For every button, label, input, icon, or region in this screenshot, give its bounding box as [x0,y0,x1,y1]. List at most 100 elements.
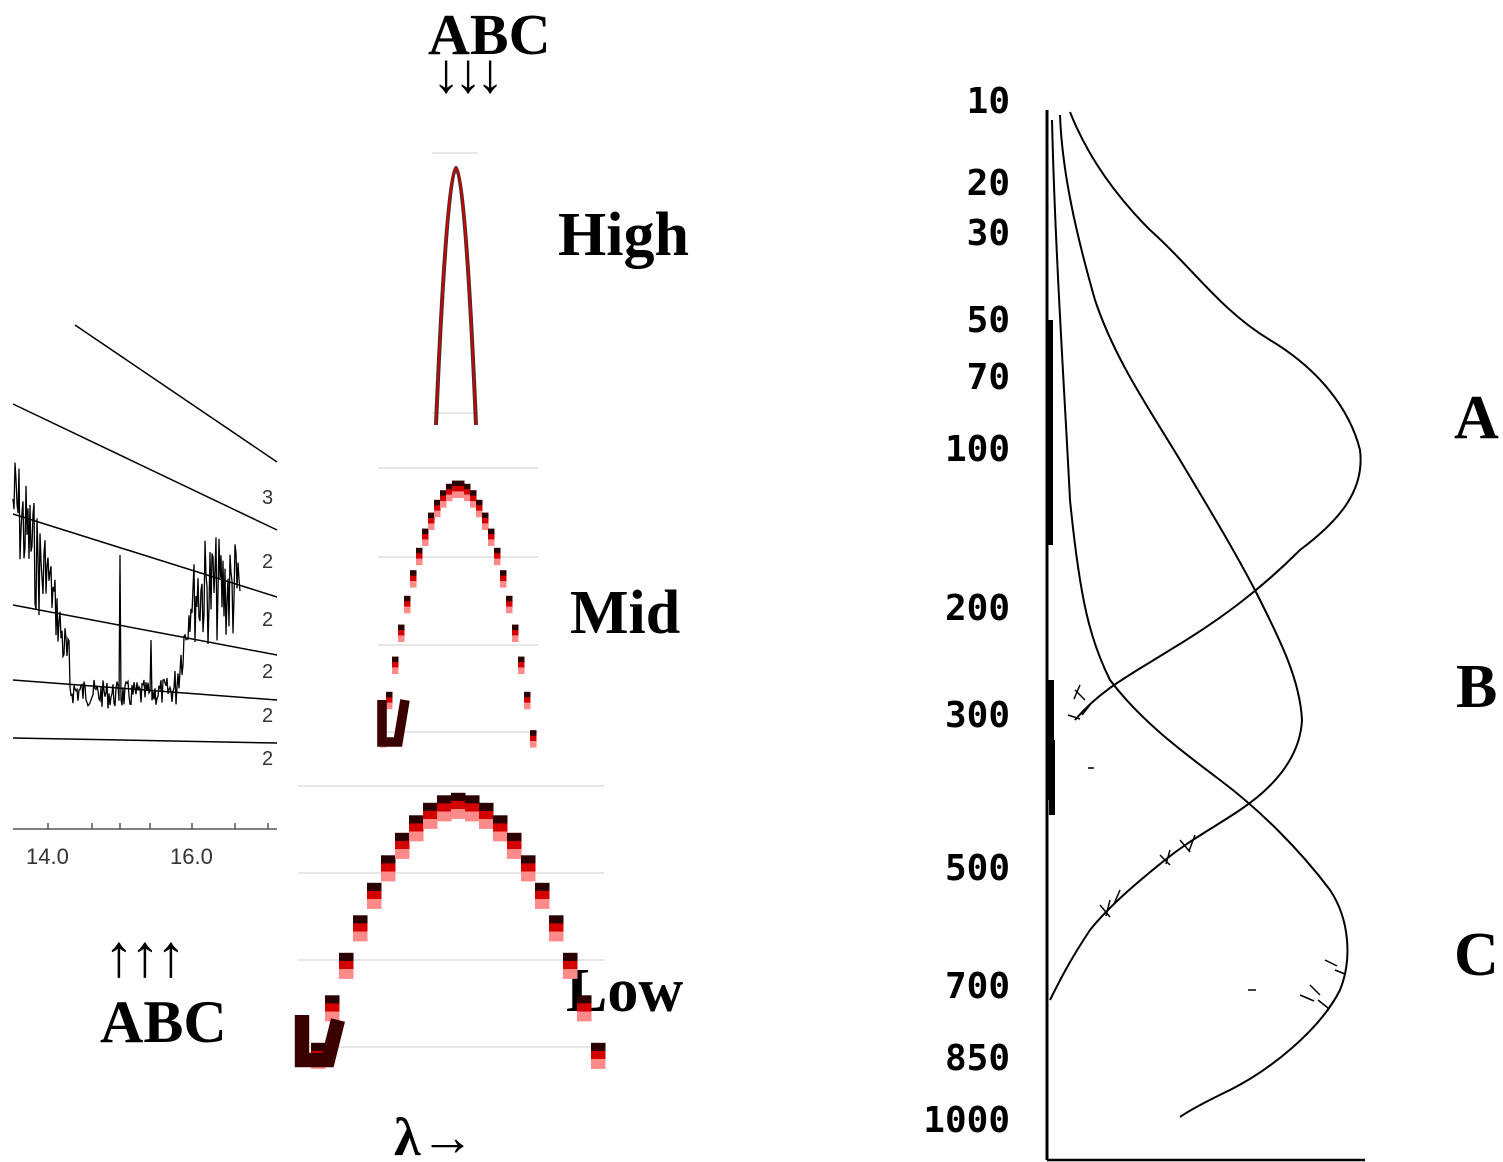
peak-block [381,855,396,866]
peak-block [440,490,447,497]
peak-block [410,570,417,577]
peak-block [521,871,536,882]
peak-block [530,735,537,743]
curve-label-b: B [1456,653,1498,721]
peak-block [381,871,396,882]
spectrum-right-tick: 3 [262,487,274,509]
peak-block [353,915,368,926]
spectrum-guide-line [12,737,278,744]
peak-block [392,667,399,674]
peak-block [353,931,368,942]
peak-high-curve [435,166,477,426]
peak-block [577,995,592,1006]
peak-block [325,1011,340,1022]
peak-block [535,882,550,893]
peak-block [506,606,513,614]
peak-block [325,1003,340,1014]
spectrum-guide-line [12,604,278,656]
peak-block [339,969,354,979]
peak-block [479,802,494,813]
peak-block [482,518,489,525]
peak-block [488,534,495,541]
peak-block [452,480,459,488]
peak-block [428,512,435,520]
spectrum-right-tick: 2 [262,551,274,573]
pressure-label: 700 [944,966,1010,1007]
peak-block [437,795,452,806]
peak-block [512,624,519,632]
peak-block [535,899,550,909]
peak-block [465,811,480,822]
peak-block [493,823,508,834]
peak-block [339,952,354,963]
peak-block [422,534,429,541]
peak-block [422,539,429,546]
peak-block [437,803,452,814]
peak-block [521,855,536,866]
peak-dip [377,699,410,747]
profile-panel [1045,110,1365,1162]
peak-block [549,931,564,942]
peak-block [530,741,537,748]
peak-block [451,800,466,811]
curve-label-c: C [1454,921,1499,989]
peak-block [479,810,494,821]
spectrum-trace [12,462,241,709]
peak-panels [294,152,606,1069]
peak-block [506,601,513,608]
peak-block [521,863,536,874]
wavelength-label: λ→ [394,1107,475,1162]
peak-block [398,635,405,642]
peak-block [452,486,459,493]
peak-block [479,819,494,829]
peak-block [437,811,452,822]
peak-block [591,1050,606,1061]
peak-block [494,558,501,566]
peak-block [470,490,477,497]
spectrum-right-tick: 2 [262,661,274,683]
peak-block [404,601,411,608]
pressure-label: 200 [944,588,1010,629]
peak-block [311,1042,326,1053]
peak-block [404,595,411,603]
peak-block [493,831,508,842]
peak-block [416,547,423,555]
peak-gridlines [298,152,604,1048]
peak-block [518,662,525,669]
peak-block [422,528,429,536]
peak-block [392,662,399,669]
peak-block [440,501,447,508]
peak-dip [294,1015,345,1068]
peak-block [549,915,564,926]
peak-block [488,539,495,546]
panel-label-mid: Mid [570,579,681,647]
peak-block [386,691,393,699]
peak-block [409,815,424,826]
panel-label-high: High [558,201,689,269]
peak-block [353,923,368,934]
peak-block [563,952,578,963]
pressure-label: 850 [944,1038,1010,1079]
peak-block [451,809,466,819]
spectrum-xtick-16: 16.0 [170,844,213,869]
peak-block [500,570,507,577]
peak-block [367,899,382,909]
pressure-label: 70 [966,357,1010,398]
curve-a [1069,111,1362,721]
peak-block [494,547,501,555]
peak-block [458,480,465,488]
peak-mid [377,480,537,748]
pressure-label: 30 [966,213,1010,254]
peak-block [482,512,489,520]
peak-block [446,483,453,491]
peak-block [470,501,477,508]
peak-block [506,595,513,603]
peak-block [476,505,483,512]
peak-block [398,624,405,632]
peak-block [563,969,578,979]
spectrum-right-tick: 2 [262,748,274,770]
peak-block [535,890,550,901]
curve-hatches [1067,684,1346,1009]
pressure-label: 50 [966,300,1010,341]
